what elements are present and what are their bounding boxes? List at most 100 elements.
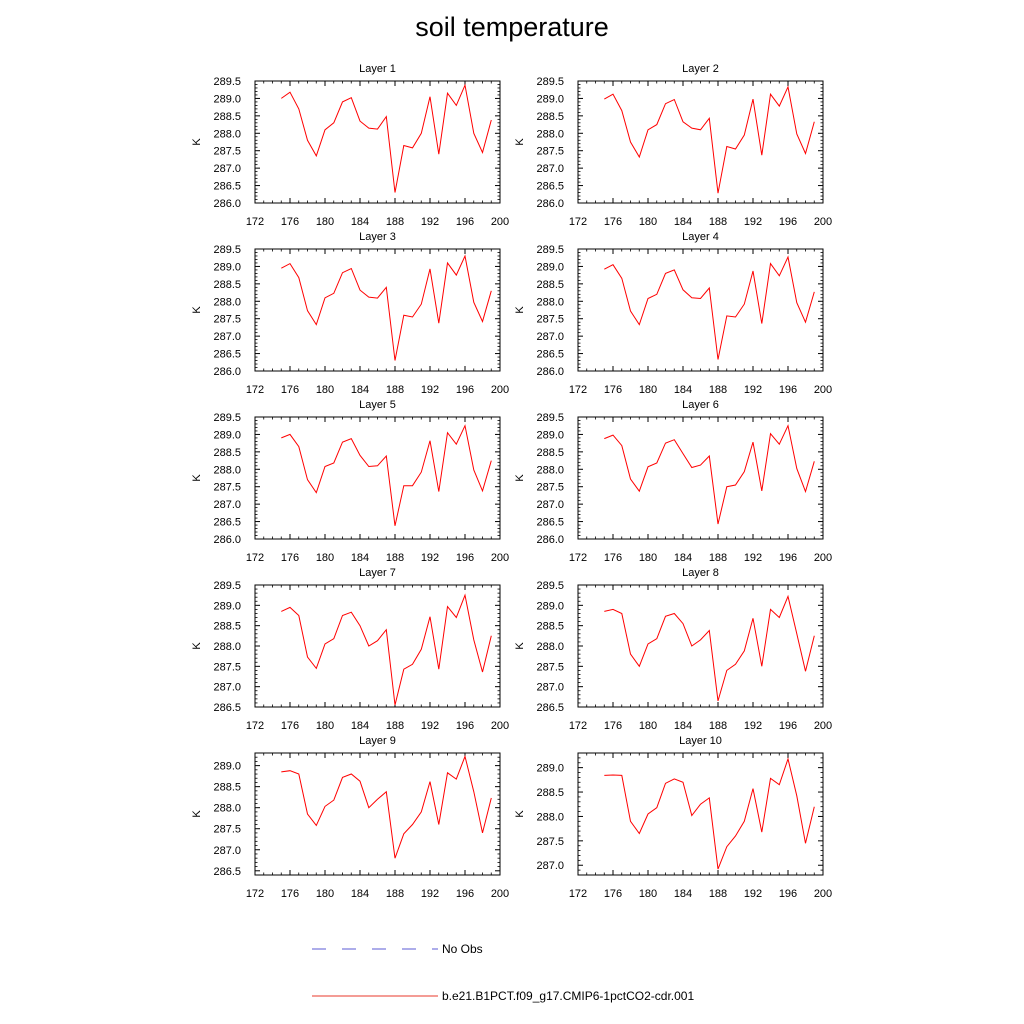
panel-10-ytick-label: 287.0 [536, 860, 564, 872]
panel-10-xtick-label: 192 [744, 888, 762, 900]
panel-8-plot-frame [577, 584, 824, 708]
panel-2-ytick-label: 288.5 [536, 111, 564, 123]
panel-1-ytick-label: 288.0 [213, 128, 241, 140]
panel-6-xtick-label: 200 [814, 552, 832, 564]
panel-1-ytick-label: 288.5 [213, 111, 241, 123]
panel-3-ytick-label: 288.0 [213, 296, 241, 308]
panel-9-xtick-label: 196 [456, 888, 474, 900]
panel-5-xtick-label: 200 [491, 552, 509, 564]
panel-3-ytick-label: 289.0 [213, 261, 241, 273]
panel-2-ylabel: K [514, 138, 526, 146]
panel-9-xtick-label: 184 [351, 888, 369, 900]
panel-4-xtick-label: 184 [674, 384, 692, 396]
panel-8-xtick-label: 180 [639, 720, 657, 732]
panel-2-plot-frame [577, 80, 824, 204]
panel-2-ytick-label: 287.5 [536, 146, 564, 158]
panel-9-series-line [281, 754, 492, 859]
panel-3-xtick-label: 180 [316, 384, 334, 396]
panel-3-xtick-label: 172 [246, 384, 264, 396]
panel-8-xtick-label: 192 [744, 720, 762, 732]
panel-8-ytick-label: 289.5 [536, 580, 564, 592]
panel-7-plot-frame [254, 584, 501, 708]
panel-8-xtick-label: 176 [604, 720, 622, 732]
panel-5-plot-frame [254, 416, 501, 540]
panel-9-ytick-label: 287.5 [213, 824, 241, 836]
panel-7-ylabel: K [191, 642, 203, 650]
panel-8-ytick-label: 287.0 [536, 682, 564, 694]
panel-1-title: Layer 1 [359, 63, 396, 75]
panel-8-xtick-label: 188 [709, 720, 727, 732]
panel-3-xtick-label: 192 [421, 384, 439, 396]
panel-9-ylabel: K [191, 810, 203, 818]
panel-8-ytick-label: 286.5 [536, 702, 564, 714]
panel-8-ylabel: K [514, 642, 526, 650]
panel-3-ytick-label: 286.5 [213, 349, 241, 361]
panel-8-series-line [604, 594, 815, 702]
panel-10-ytick-label: 289.0 [536, 763, 564, 775]
panel-7-xtick-label: 200 [491, 720, 509, 732]
panel-5-xtick-label: 184 [351, 552, 369, 564]
panel-3-ytick-label: 286.0 [213, 366, 241, 378]
panel-7-xtick-label: 176 [281, 720, 299, 732]
panel-10-ytick-label: 287.5 [536, 836, 564, 848]
panel-9-xtick-label: 200 [491, 888, 509, 900]
panel-3-ytick-label: 287.0 [213, 331, 241, 343]
panel-2-xtick-label: 176 [604, 216, 622, 228]
panel-2-ytick-label: 287.0 [536, 163, 564, 175]
panel-5-ytick-label: 289.0 [213, 429, 241, 441]
panel-2-series-line [604, 85, 815, 194]
panel-8-ytick-label: 288.0 [536, 641, 564, 653]
panel-1-ytick-label: 286.5 [213, 181, 241, 193]
panel-5-ytick-label: 289.5 [213, 412, 241, 424]
panel-3-xtick-label: 200 [491, 384, 509, 396]
panel-2-xtick-label: 188 [709, 216, 727, 228]
panel-5-ytick-label: 288.0 [213, 464, 241, 476]
panel-9-xtick-label: 180 [316, 888, 334, 900]
panel-3-xtick-label: 196 [456, 384, 474, 396]
panel-7-xtick-label: 184 [351, 720, 369, 732]
panel-5-series-line [281, 424, 492, 526]
panel-6-ytick-label: 288.0 [536, 464, 564, 476]
panel-2-ytick-label: 286.5 [536, 181, 564, 193]
panel-10-ytick-label: 288.5 [536, 787, 564, 799]
panel-9-xtick-label: 176 [281, 888, 299, 900]
panel-2-xtick-label: 180 [639, 216, 657, 228]
panel-6-ytick-label: 286.0 [536, 534, 564, 546]
panel-6-ytick-label: 288.5 [536, 447, 564, 459]
panel-7-ytick-label: 289.5 [213, 580, 241, 592]
panel-1-xtick-label: 172 [246, 216, 264, 228]
panel-7-series-line [281, 593, 492, 706]
panel-6-ytick-label: 287.0 [536, 499, 564, 511]
panel-3-ytick-label: 288.5 [213, 279, 241, 291]
panel-4-ylabel: K [514, 306, 526, 314]
panel-4-xtick-label: 192 [744, 384, 762, 396]
panel-6-plot-frame [577, 416, 824, 540]
panel-2-ytick-label: 286.0 [536, 198, 564, 210]
panel-1-series-line [281, 83, 492, 193]
panel-10-title: Layer 10 [679, 735, 722, 747]
panel-1-xtick-label: 184 [351, 216, 369, 228]
panel-4-ytick-label: 288.0 [536, 296, 564, 308]
panel-3-series-line [281, 254, 492, 361]
panel-2-ytick-label: 289.0 [536, 93, 564, 105]
panel-8-xtick-label: 196 [779, 720, 797, 732]
panel-6-xtick-label: 192 [744, 552, 762, 564]
panel-5-ytick-label: 287.5 [213, 482, 241, 494]
panel-5-ylabel: K [191, 474, 203, 482]
panel-6-ytick-label: 289.5 [536, 412, 564, 424]
panel-3-title: Layer 3 [359, 231, 396, 243]
panel-3-xtick-label: 184 [351, 384, 369, 396]
panel-7-xtick-label: 192 [421, 720, 439, 732]
panel-9-xtick-label: 192 [421, 888, 439, 900]
panel-4-ytick-label: 287.0 [536, 331, 564, 343]
panel-4-title: Layer 4 [682, 231, 719, 243]
panel-9-ytick-label: 287.0 [213, 845, 241, 857]
panel-4-xtick-label: 188 [709, 384, 727, 396]
panel-1-xtick-label: 192 [421, 216, 439, 228]
panel-7-ytick-label: 288.5 [213, 621, 241, 633]
panel-8-ytick-label: 289.0 [536, 600, 564, 612]
panel-3-ylabel: K [191, 306, 203, 314]
panel-9-ytick-label: 286.5 [213, 866, 241, 878]
panel-1-ytick-label: 289.0 [213, 93, 241, 105]
